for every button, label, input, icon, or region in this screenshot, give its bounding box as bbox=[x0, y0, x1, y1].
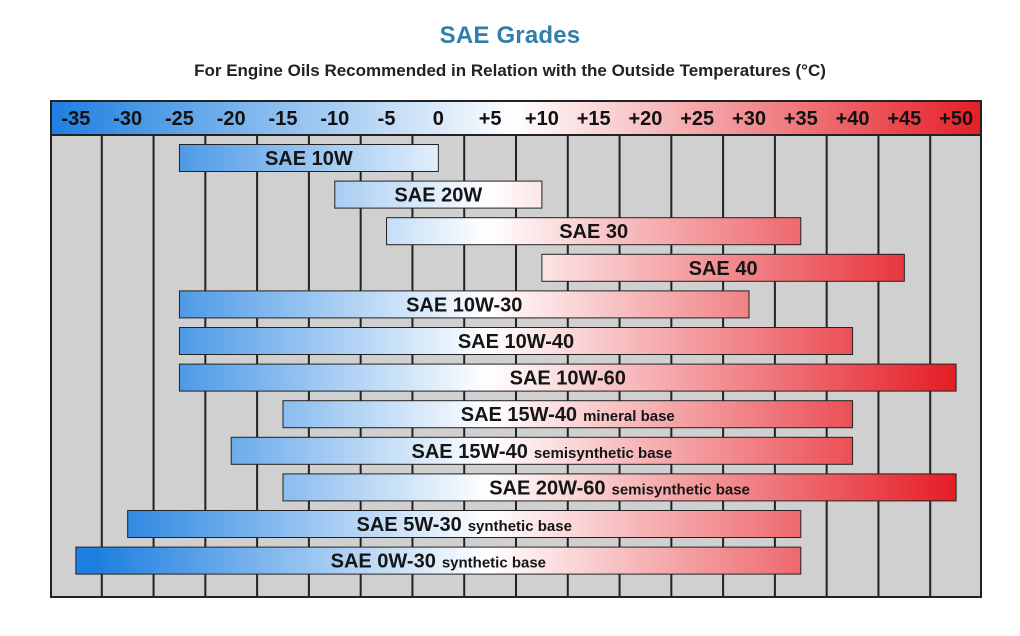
grade-label: SAE 30 bbox=[559, 221, 628, 243]
tick-label: +45 bbox=[887, 108, 921, 130]
grade-bars: SAE 10W SAE 20W SAE 30 SAE 40 SAE 10W-30 SAE … bbox=[75, 144, 957, 575]
tick-label: +5 bbox=[479, 108, 502, 130]
grade-name: SAE 40 bbox=[689, 258, 758, 280]
tick-label: 0 bbox=[433, 108, 444, 130]
grade-label: SAE 10W-30 bbox=[406, 294, 522, 316]
grade-note: mineral base bbox=[583, 408, 675, 425]
grade-bar bbox=[178, 327, 854, 355]
grade-label: SAE 0W-30 synthetic base bbox=[331, 551, 546, 573]
tick-label: -15 bbox=[269, 108, 298, 130]
grade-bar bbox=[178, 363, 957, 392]
tick-label: -35 bbox=[61, 108, 90, 130]
grade-name: SAE 10W bbox=[265, 148, 353, 170]
grade-label: SAE 20W-60 semisynthetic base bbox=[489, 477, 750, 499]
grade-bar bbox=[178, 290, 750, 319]
grade-name: SAE 10W-60 bbox=[510, 368, 626, 390]
grade-name: SAE 10W-30 bbox=[406, 294, 522, 316]
tick-label: -10 bbox=[320, 108, 349, 130]
chart-subtitle: For Engine Oils Recommended in Relation … bbox=[194, 61, 826, 80]
grade-name: SAE 20W-60 bbox=[489, 477, 605, 499]
grade-label: SAE 10W-40 bbox=[458, 331, 574, 353]
tick-label: +50 bbox=[939, 108, 973, 130]
grade-note: synthetic base bbox=[442, 555, 546, 572]
grade-label: SAE 40 bbox=[689, 258, 758, 280]
grade-name: SAE 15W-40 bbox=[461, 404, 577, 426]
grade-bar bbox=[282, 473, 957, 502]
temperature-axis: -35 -30 -25 -20 -15 -10 -5 0 +5 +10 +15 +20 +25 +30 +3… bbox=[50, 100, 982, 136]
grade-name: SAE 5W-30 bbox=[357, 514, 462, 536]
tick-label: +25 bbox=[680, 108, 714, 130]
tick-label: -30 bbox=[113, 108, 142, 130]
grade-name: SAE 10W-40 bbox=[458, 331, 574, 353]
tick-label: -20 bbox=[217, 108, 246, 130]
grade-label: SAE 10W-60 bbox=[510, 368, 626, 390]
tick-label: -5 bbox=[378, 108, 396, 130]
grade-bar bbox=[127, 510, 802, 538]
tick-label: +15 bbox=[577, 108, 611, 130]
grade-label: SAE 20W bbox=[394, 185, 482, 207]
grade-label: SAE 10W bbox=[265, 148, 353, 170]
grade-name: SAE 30 bbox=[559, 221, 628, 243]
grade-bar bbox=[282, 400, 854, 429]
tick-label: +40 bbox=[836, 108, 870, 130]
grade-bar bbox=[334, 180, 543, 209]
grade-name: SAE 20W bbox=[394, 185, 482, 207]
grade-note: semisynthetic base bbox=[534, 445, 672, 462]
tick-label: -25 bbox=[165, 108, 194, 130]
chart-svg: -35 -30 -25 -20 -15 -10 -5 0 +5 +10 +15 +20 +25 +30 +3… bbox=[50, 100, 982, 598]
tick-label: +10 bbox=[525, 108, 559, 130]
grade-bar bbox=[75, 546, 802, 575]
grade-bar bbox=[541, 253, 905, 282]
tick-label: +35 bbox=[784, 108, 818, 130]
grade-label: SAE 15W-40 mineral base bbox=[461, 404, 675, 426]
grade-bar bbox=[230, 436, 854, 465]
tick-label: +30 bbox=[732, 108, 766, 130]
grade-name: SAE 0W-30 bbox=[331, 551, 436, 573]
grade-note: synthetic base bbox=[468, 518, 572, 535]
chart-title: SAE Grades bbox=[439, 22, 581, 49]
grade-bar bbox=[178, 144, 439, 172]
temperature-header bbox=[50, 100, 982, 136]
grade-label: SAE 15W-40 semisynthetic base bbox=[412, 441, 673, 463]
temperature-chart: -35 -30 -25 -20 -15 -10 -5 0 +5 +10 +15 +20 +25 +30 +3… bbox=[50, 100, 982, 598]
grade-name: SAE 15W-40 bbox=[412, 441, 528, 463]
grade-label: SAE 5W-30 synthetic base bbox=[357, 514, 572, 536]
tick-label: +20 bbox=[628, 108, 662, 130]
grade-bar bbox=[386, 217, 802, 246]
grade-note: semisynthetic base bbox=[612, 481, 750, 498]
